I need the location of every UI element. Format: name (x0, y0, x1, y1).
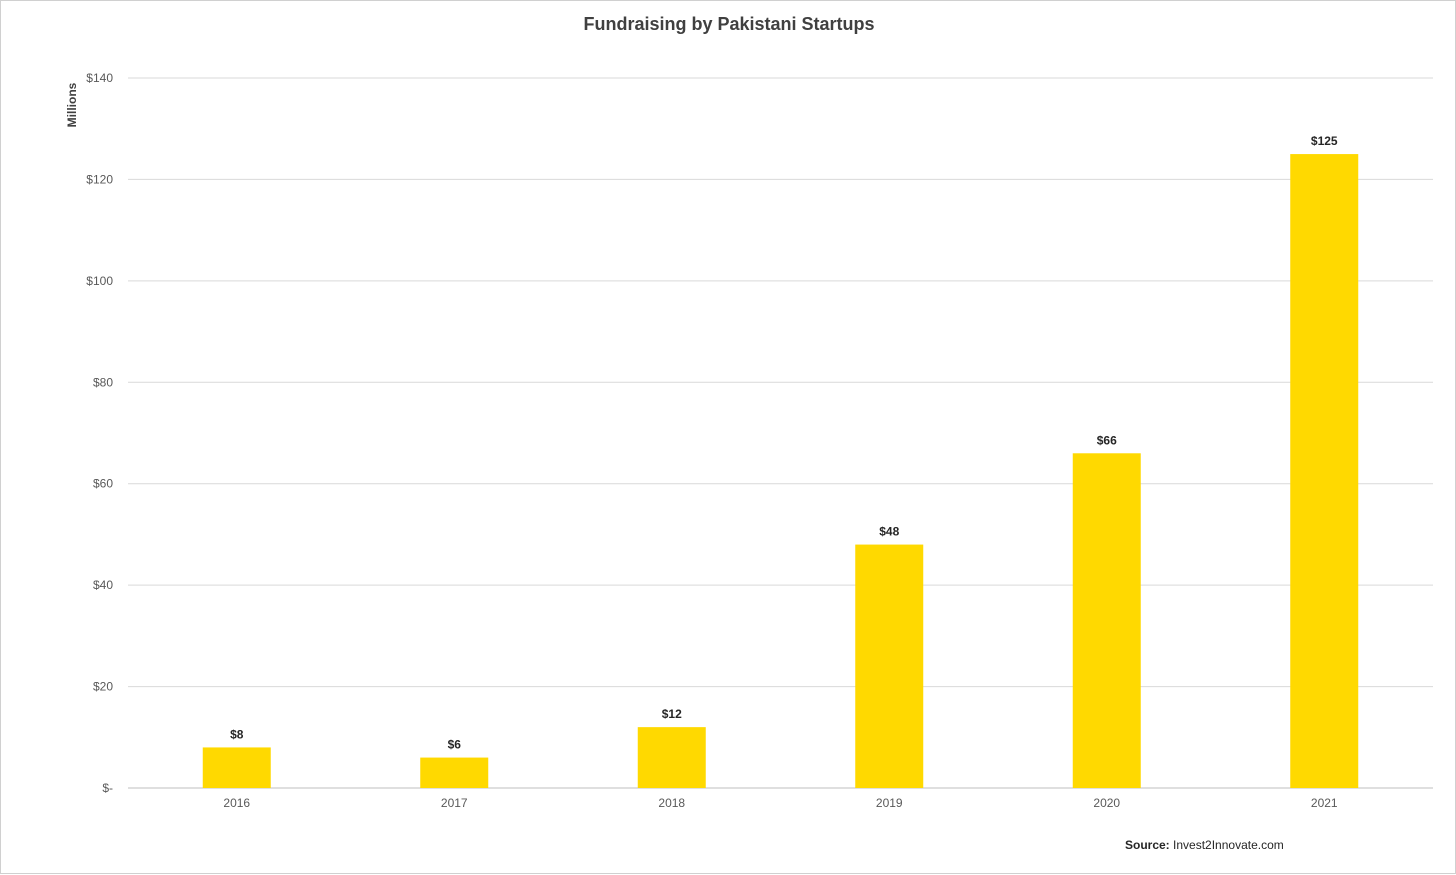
data-label-2017: $6 (448, 738, 462, 752)
x-tick-label: 2021 (1311, 796, 1338, 810)
y-tick-label: $20 (93, 680, 113, 694)
source-text: Invest2Innovate.com (1173, 838, 1284, 852)
data-label-2021: $125 (1311, 134, 1338, 148)
bar-2021 (1290, 154, 1359, 789)
y-tick-label: $140 (86, 71, 113, 85)
bars (202, 154, 1359, 789)
y-axis-label: Millions (65, 82, 79, 127)
data-label-2020: $66 (1097, 433, 1117, 447)
bar-2020 (1072, 453, 1141, 788)
x-axis-ticks: 2016 2017 2018 2019 2020 2021 (223, 796, 1338, 810)
y-tick-label: $60 (93, 477, 113, 491)
y-tick-label: $80 (93, 375, 113, 389)
x-tick-label: 2020 (1093, 796, 1120, 810)
bar-2017 (420, 757, 489, 788)
source-note: Source: Invest2Innovate.com (1125, 838, 1284, 852)
gridlines (128, 77, 1433, 789)
bar-2018 (637, 727, 706, 788)
bar-2016 (202, 747, 271, 788)
x-tick-label: 2016 (223, 796, 250, 810)
source-label: Source: (1125, 838, 1170, 852)
y-tick-label: $40 (93, 578, 113, 592)
data-labels: $8 $6 $12 $48 $66 $125 (230, 134, 1338, 752)
data-label-2018: $12 (662, 707, 682, 721)
y-axis-ticks: $- $20 $40 $60 $80 $100 $120 $140 (86, 71, 113, 795)
x-tick-label: 2018 (658, 796, 685, 810)
y-tick-label: $100 (86, 274, 113, 288)
data-label-2016: $8 (230, 727, 244, 741)
x-tick-label: 2019 (876, 796, 903, 810)
x-tick-label: 2017 (441, 796, 468, 810)
y-tick-label: $120 (86, 172, 113, 186)
y-tick-label: $- (102, 781, 113, 795)
bar-2019 (855, 544, 924, 788)
data-label-2019: $48 (879, 525, 899, 539)
chart-title: Fundraising by Pakistani Startups (583, 14, 874, 34)
